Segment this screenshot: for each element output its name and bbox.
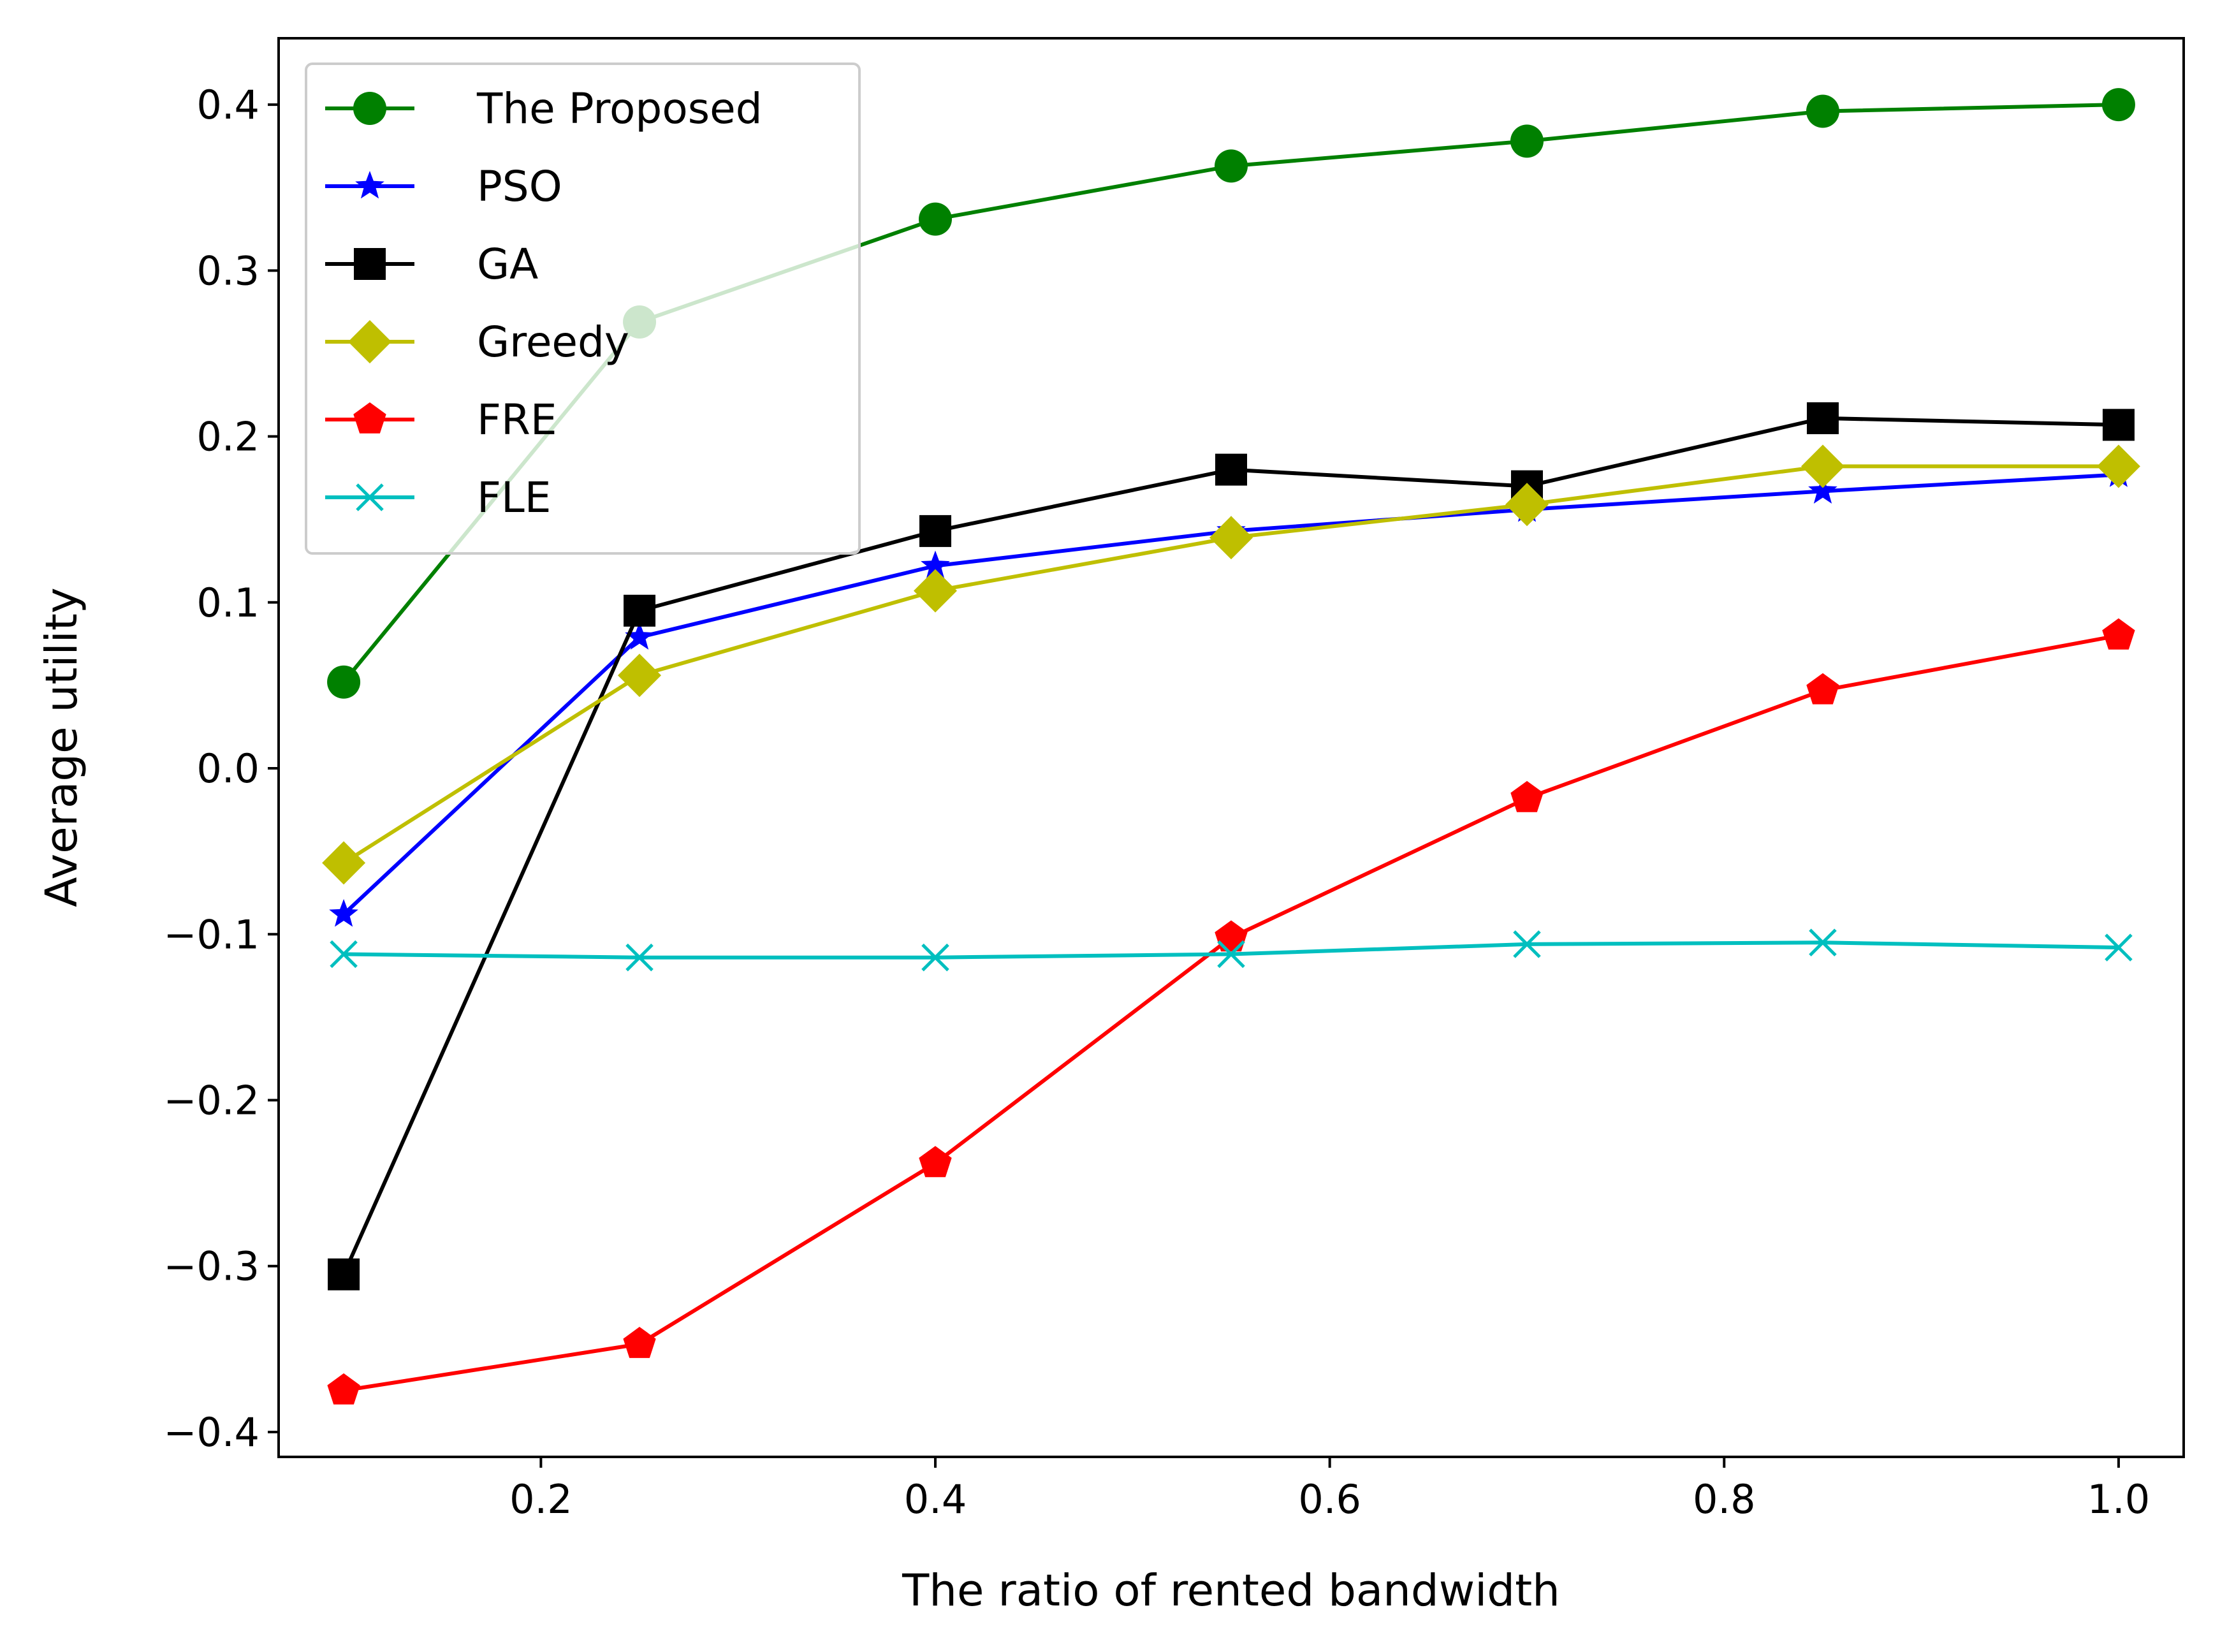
series-point xyxy=(2102,618,2135,650)
series-point xyxy=(921,943,949,972)
x-axis-ticks: 0.2 0.4 0.6 0.8 1.0 xyxy=(509,1457,2150,1523)
legend: The Proposed PSO GA Greedy FRE FLE xyxy=(305,62,861,555)
legend-entry: FLE xyxy=(325,473,551,522)
series-point xyxy=(1505,483,1549,527)
series-3 xyxy=(328,402,2135,1290)
series-point xyxy=(1513,930,1541,958)
series-point-stroke-b xyxy=(1217,940,1245,969)
legend-label: FLE xyxy=(477,473,551,522)
x-axis-label: The ratio of rented bandwidth xyxy=(902,1565,1560,1616)
legend-label: FRE xyxy=(477,395,557,444)
x-tick-label: 0.2 xyxy=(509,1476,573,1523)
series-point-stroke-b xyxy=(1513,930,1541,958)
series-point xyxy=(330,940,358,969)
legend-entry: Greedy xyxy=(325,318,629,367)
series-point xyxy=(919,515,952,547)
y-tick-label: 0.1 xyxy=(196,580,259,626)
series-point-stroke-b xyxy=(921,943,949,972)
series-point xyxy=(2102,409,2135,441)
series-point-stroke-b xyxy=(1809,928,1837,957)
legend-marker xyxy=(353,402,386,434)
series-point xyxy=(329,899,358,927)
plot-content xyxy=(322,88,2140,1405)
series-point xyxy=(625,943,654,972)
series-point xyxy=(328,1258,360,1290)
plot-frame xyxy=(277,37,2185,1458)
series-6 xyxy=(330,928,2133,972)
series-point xyxy=(1808,476,1837,504)
series-point xyxy=(1801,444,1844,488)
series-point xyxy=(1215,920,1248,952)
y-tick-label: −0.4 xyxy=(163,1409,259,1456)
legend-entry: PSO xyxy=(325,162,562,211)
series-4 xyxy=(322,444,2140,885)
series-point xyxy=(919,202,953,236)
series-point xyxy=(625,622,654,650)
series-point xyxy=(1809,928,1837,957)
y-tick-label: 0.2 xyxy=(196,414,259,460)
series-5 xyxy=(327,618,2135,1405)
legend-marker xyxy=(353,92,386,125)
series-point xyxy=(327,665,361,699)
y-tick-label: −0.1 xyxy=(163,911,259,958)
series-point xyxy=(914,569,957,613)
legend-entry: The Proposed xyxy=(325,84,763,133)
legend-box xyxy=(305,62,861,555)
series-point xyxy=(322,841,366,885)
series-point xyxy=(2096,444,2140,488)
series-point xyxy=(1806,94,1839,128)
series-point xyxy=(1806,673,1839,705)
y-tick-label: 0.4 xyxy=(196,82,259,128)
series-point xyxy=(2105,933,2133,961)
series-point xyxy=(1217,940,1245,969)
series-point xyxy=(2101,88,2135,122)
series-point xyxy=(1510,780,1544,812)
legend-label: Greedy xyxy=(477,318,629,367)
series-point xyxy=(327,1373,360,1405)
legend-label: GA xyxy=(477,240,538,289)
y-tick-label: 0.0 xyxy=(196,745,259,792)
series-point xyxy=(1215,149,1248,183)
y-tick-label: −0.2 xyxy=(163,1077,259,1123)
series-point xyxy=(623,1327,656,1358)
x-tick-label: 1.0 xyxy=(2087,1476,2151,1523)
x-tick-label: 0.4 xyxy=(904,1476,967,1523)
legend-marker xyxy=(354,248,386,280)
legend-marker xyxy=(348,320,391,363)
x-tick-label: 0.8 xyxy=(1693,1476,1756,1523)
legend-entry: FRE xyxy=(325,395,557,444)
series-point xyxy=(919,1146,952,1178)
legend-marker-stroke-b xyxy=(356,483,384,511)
series-point xyxy=(624,594,656,627)
series-point-stroke-b xyxy=(330,940,358,969)
x-tick-label: 0.6 xyxy=(1298,1476,1361,1523)
series-point xyxy=(921,550,950,578)
series-point xyxy=(1209,516,1253,560)
y-axis-ticks: −0.4 −0.3 −0.2 −0.1 0.0 0.1 0.2 0.3 0.4 xyxy=(163,82,279,1456)
legend-marker xyxy=(356,483,384,511)
legend-label: The Proposed xyxy=(476,84,763,133)
series-point-stroke-b xyxy=(2105,933,2133,961)
series-point-stroke-b xyxy=(625,943,654,972)
legend-label: PSO xyxy=(477,162,562,211)
series-point xyxy=(1215,453,1247,486)
series-point xyxy=(1806,402,1839,434)
legend-entry: GA xyxy=(325,240,538,289)
y-axis-label: Average utility xyxy=(36,587,87,907)
series-point xyxy=(618,654,661,698)
legend-marker xyxy=(355,171,384,199)
y-tick-label: −0.3 xyxy=(163,1243,259,1290)
series-point xyxy=(1510,124,1544,158)
y-tick-label: 0.3 xyxy=(196,247,259,294)
